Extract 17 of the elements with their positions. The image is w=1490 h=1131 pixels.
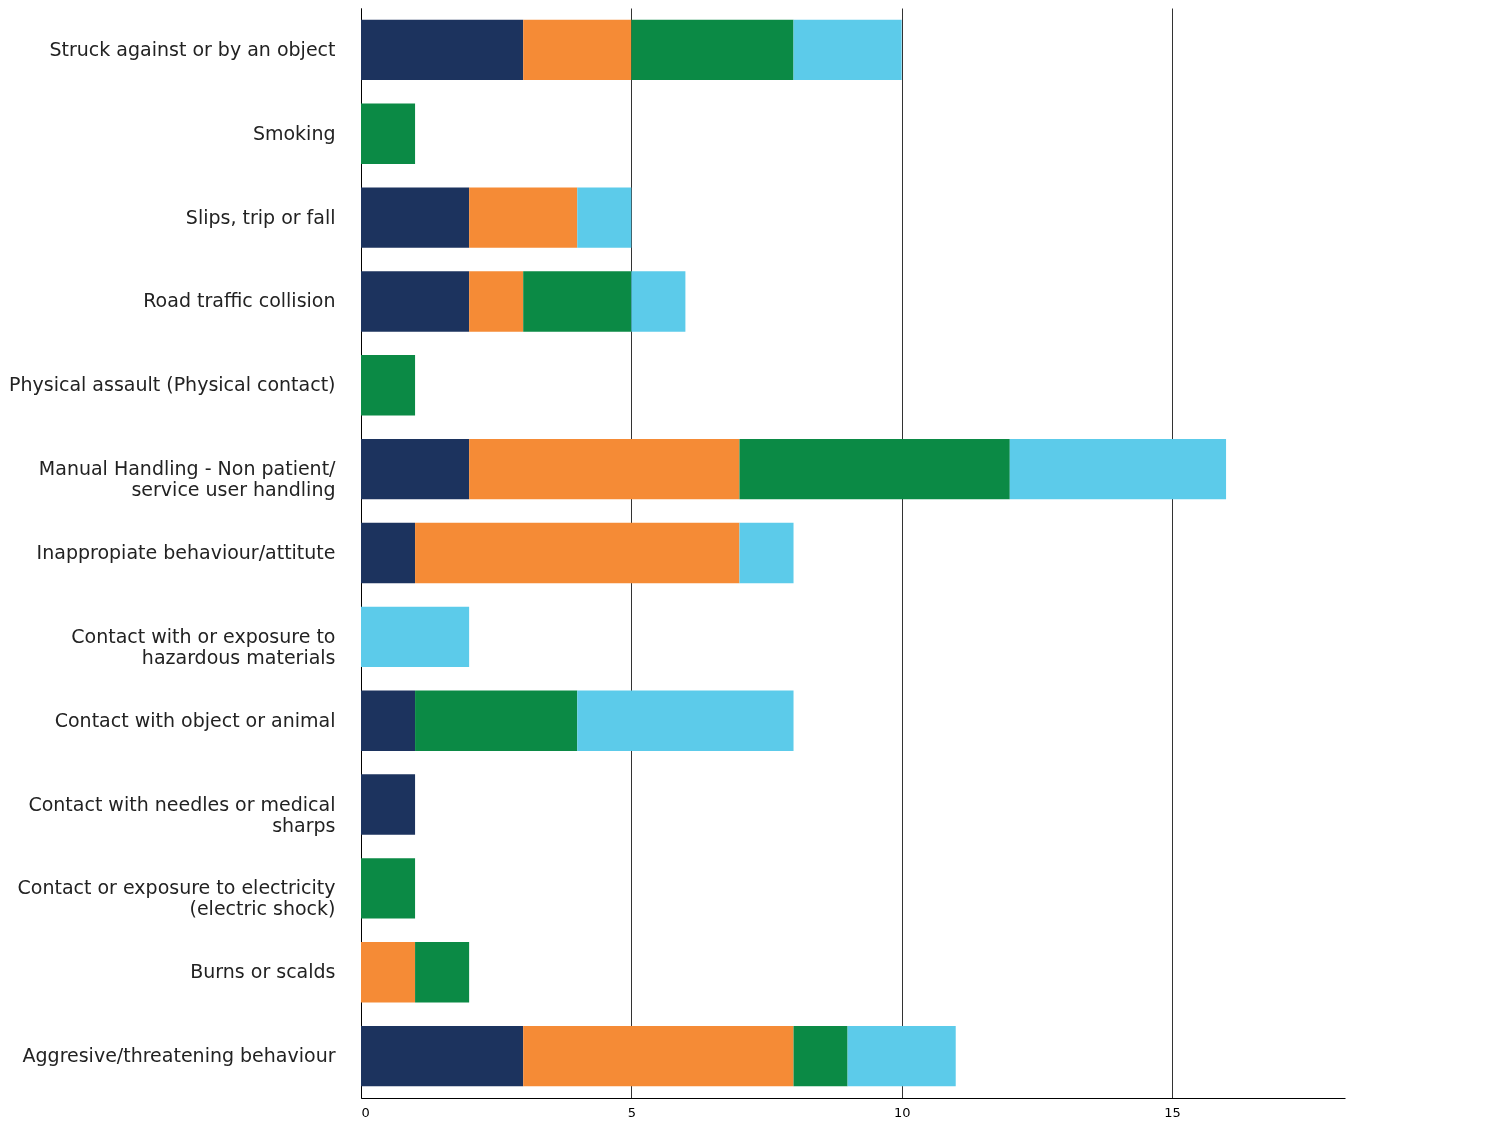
y-tick-label: Burns or scalds <box>190 960 336 983</box>
y-tick-label: Physical assault (Physical contact) <box>9 373 336 396</box>
x-tick-label: 10 <box>893 1104 911 1120</box>
y-tick-label: Inappropiate behaviour/attitute <box>36 541 336 563</box>
y-tick-label: Struck against or by an object <box>49 37 336 60</box>
y-tick-label: Contact with object or animal <box>54 708 336 731</box>
y-tick-label: Contact with needles or medical sharps <box>28 792 336 836</box>
x-tick-label: 15 <box>1164 1104 1181 1120</box>
y-tick-label: Aggresive/threatening behaviour <box>22 1044 336 1067</box>
x-tick-label: 5 <box>627 1104 636 1120</box>
y-tick-label: Manual Handling - Non patient/ service user handling <box>38 457 337 501</box>
x-tick-label: 0 <box>361 1104 370 1120</box>
y-tick-label: Contact or exposure to electricity (electric shock) <box>17 876 336 920</box>
y-tick-label: Road traffic collision <box>143 289 336 312</box>
y-tick-label: Contact with or exposure to hazardous materials <box>71 624 336 668</box>
y-tick-label: Slips, trip or fall <box>185 205 336 228</box>
y-tick-label: Smoking <box>252 121 336 144</box>
